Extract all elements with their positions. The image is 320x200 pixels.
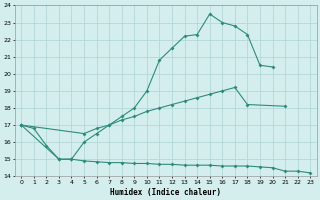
- X-axis label: Humidex (Indice chaleur): Humidex (Indice chaleur): [110, 188, 221, 197]
